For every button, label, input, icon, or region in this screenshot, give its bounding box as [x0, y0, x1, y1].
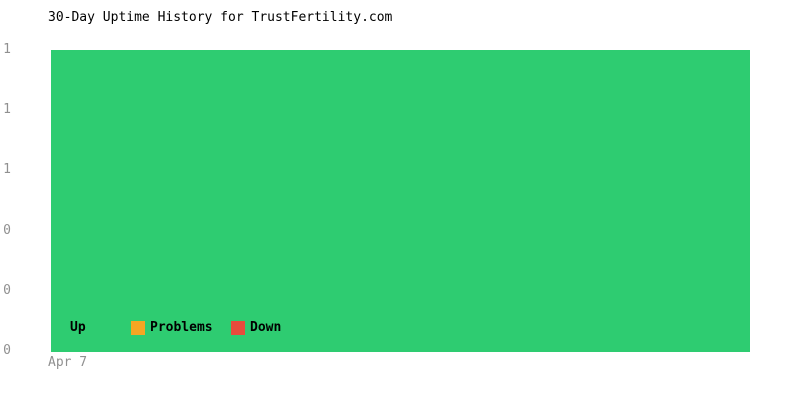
y-tick-label-0_0: 0 — [3, 343, 11, 358]
y-tick-label-0_8: 1 — [3, 102, 11, 117]
legend-swatch-problems — [131, 321, 145, 335]
legend-item-problems: Problems — [131, 321, 213, 335]
y-tick-label-0_2: 0 — [3, 283, 11, 298]
plot-area-uptime-fill — [51, 50, 750, 352]
chart-title: 30-Day Uptime History for TrustFertility… — [48, 10, 393, 25]
legend-swatch-down — [231, 321, 245, 335]
legend-swatch-up — [51, 321, 65, 335]
legend-label-problems: Problems — [150, 320, 213, 335]
legend-label-down: Down — [250, 320, 282, 335]
legend-item-up: Up — [51, 321, 86, 335]
x-tick-label-start-date: Apr 7 — [48, 355, 88, 370]
legend-item-down: Down — [231, 321, 281, 335]
y-tick-label-1_0: 1 — [3, 42, 11, 57]
legend-label-up: Up — [70, 320, 86, 335]
y-tick-label-0_4: 0 — [3, 223, 11, 238]
y-tick-label-0_6: 1 — [3, 162, 11, 177]
